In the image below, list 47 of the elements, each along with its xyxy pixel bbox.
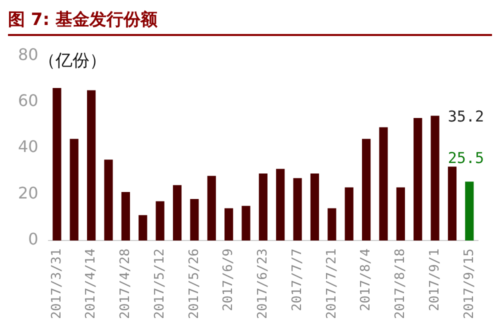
- bar: [104, 160, 113, 241]
- bar: [414, 118, 422, 241]
- bar: [310, 174, 320, 241]
- bar: [138, 215, 148, 241]
- annotation: 35.2: [448, 107, 484, 126]
- bar: [172, 185, 182, 241]
- y-axis-title: （亿份）: [38, 51, 106, 72]
- y-tick-label: 80: [18, 44, 38, 64]
- bar: [276, 168, 285, 241]
- bar: [448, 166, 457, 241]
- bar: [121, 192, 130, 241]
- bar: [190, 198, 199, 241]
- x-tick-label: 2017/9/15: [462, 248, 477, 320]
- bar: [328, 208, 336, 241]
- bar: [52, 88, 62, 241]
- x-tick-label: 2017/6/23: [256, 248, 271, 320]
- y-tick-label: 20: [18, 183, 38, 202]
- bar: [156, 201, 164, 241]
- bar: [396, 187, 405, 241]
- x-tick-label: 2017/8/4: [358, 248, 374, 312]
- bar: [465, 182, 474, 241]
- x-tick-label: 2017/5/26: [186, 248, 202, 320]
- bar: [87, 90, 96, 241]
- bar: [70, 138, 78, 241]
- bar: [224, 208, 234, 241]
- bar: [430, 116, 440, 241]
- y-tick-label: 40: [18, 137, 38, 156]
- bar: [242, 206, 250, 241]
- y-tick-label: 0: [28, 230, 38, 249]
- bar: [379, 127, 388, 241]
- x-tick-label: 2017/4/28: [118, 248, 134, 320]
- bar: [258, 174, 268, 241]
- data-label: 25.5: [448, 148, 484, 167]
- x-tick-label: 2017/8/18: [393, 248, 408, 320]
- x-tick-label: 2017/3/31: [49, 248, 64, 320]
- bar: [207, 176, 216, 241]
- y-tick-label: 60: [18, 90, 38, 110]
- x-tick-label: 2017/7/7: [290, 248, 305, 312]
- bar: [344, 187, 354, 241]
- bar: [362, 138, 371, 241]
- x-tick-label: 2017/9/1: [427, 248, 442, 312]
- x-tick-label: 2017/7/21: [324, 248, 340, 320]
- bar: [293, 178, 302, 241]
- chart-title: 图 7: 基金发行份额: [8, 8, 492, 36]
- x-tick-label: 2017/5/12: [152, 248, 168, 320]
- x-tick-label: 2017/6/9: [221, 248, 236, 312]
- x-tick-label: 2017/4/14: [84, 248, 99, 320]
